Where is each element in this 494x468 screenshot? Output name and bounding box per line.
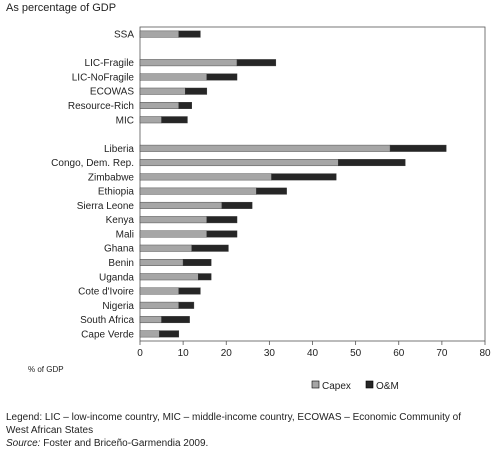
category-label-resource-rich: Resource-Rich: [68, 101, 134, 112]
category-label-lic-nofragile: LIC-NoFragile: [72, 72, 135, 83]
x-tick-label-40: 40: [307, 348, 319, 359]
bar-om-liberia: [389, 144, 447, 152]
category-label-cote-d-ivoire: Cote d'Ivoire: [78, 287, 134, 298]
bar-om-south-africa: [161, 316, 190, 324]
category-label-liberia: Liberia: [104, 144, 134, 155]
stacked-bar-chart: SSA LIC-Fragile LIC-NoFragile ECOWAS Resourc…: [28, 26, 491, 392]
category-label-kenya: Kenya: [106, 215, 135, 226]
bar-capex-mali: [139, 230, 208, 238]
bar-om-resource-rich: [178, 102, 192, 109]
category-labels: SSA LIC-Fragile LIC-NoFragile ECOWAS Resourc…: [51, 30, 134, 341]
bar-capex-ethiopia: [139, 187, 257, 195]
legend-om-swatch: [365, 380, 374, 389]
bar-capex-lic-fragile: [139, 59, 238, 67]
x-tick-label-80: 80: [479, 348, 491, 359]
bar-om-cape-verde: [159, 330, 180, 338]
x-tick-label-50: 50: [350, 348, 362, 359]
bar-capex-liberia: [139, 144, 391, 152]
bars-layer: [139, 30, 447, 338]
bar-capex-benin: [139, 259, 184, 266]
bar-om-kenya: [206, 216, 238, 224]
source-line: Source: Foster and Briceño-Garmendia 200…: [6, 437, 486, 450]
source-label: Source:: [6, 438, 41, 449]
bar-om-ssa: [178, 30, 201, 38]
bar-om-benin: [182, 259, 212, 266]
bar-capex-cape-verde: [139, 330, 160, 338]
bar-capex-nigeria: [139, 301, 180, 309]
bar-om-sierra-leone: [221, 201, 253, 209]
category-label-cape-verde: Cape Verde: [81, 329, 134, 340]
category-label-congo-dem-rep: Congo, Dem. Rep.: [51, 158, 134, 169]
category-label-nigeria: Nigeria: [102, 301, 134, 312]
x-axis-title: % of GDP: [28, 365, 64, 374]
category-label-mic: MIC: [116, 115, 134, 126]
bar-om-lic-fragile: [236, 59, 277, 67]
category-label-south-africa: South Africa: [80, 315, 134, 326]
bar-om-congo-dem-rep: [338, 159, 406, 167]
bar-om-mic: [161, 116, 188, 124]
bar-capex-mic: [139, 116, 162, 124]
category-label-uganda: Uganda: [99, 272, 134, 283]
figure-notes: Legend: LIC – low-income country, MIC – …: [6, 411, 486, 450]
bar-om-uganda: [198, 273, 212, 281]
category-label-lic-fragile: LIC-Fragile: [85, 58, 135, 69]
category-label-ghana: Ghana: [104, 244, 134, 255]
category-label-ssa: SSA: [114, 30, 134, 41]
x-tick-label-70: 70: [436, 348, 448, 359]
bar-om-ecowas: [185, 87, 208, 95]
category-label-benin: Benin: [108, 258, 134, 269]
category-label-ecowas: ECOWAS: [90, 87, 134, 98]
bar-om-ethiopia: [256, 187, 287, 195]
bar-om-lic-nofragile: [206, 73, 238, 81]
category-label-ethiopia: Ethiopia: [98, 187, 135, 198]
figure-title: As percentage of GDP: [6, 2, 117, 14]
bar-capex-ecowas: [139, 87, 186, 95]
x-tick-label-60: 60: [393, 348, 405, 359]
bar-capex-ghana: [139, 244, 192, 252]
bar-capex-congo-dem-rep: [139, 159, 339, 167]
legend-capex-swatch: [311, 380, 320, 389]
category-label-zimbabwe: Zimbabwe: [88, 172, 135, 183]
category-label-sierra-leone: Sierra Leone: [77, 201, 135, 212]
bar-capex-ssa: [139, 30, 180, 38]
bar-capex-sierra-leone: [139, 201, 223, 209]
bar-capex-lic-nofragile: [139, 73, 208, 81]
legend-om-label: O&M: [376, 381, 399, 392]
legend: Capex O&M: [311, 380, 399, 392]
bar-capex-cote-d-ivoire: [139, 287, 180, 295]
category-label-mali: Mali: [116, 229, 134, 240]
x-tick-label-0: 0: [137, 348, 143, 359]
legend-note: Legend: LIC – low-income country, MIC – …: [6, 412, 461, 436]
bar-om-mali: [206, 230, 238, 238]
bar-om-nigeria: [178, 301, 195, 309]
x-axis: 0 10 20 30 40 50 60 70 80: [137, 341, 491, 359]
bar-om-zimbabwe: [271, 173, 337, 181]
source-text: Foster and Briceño-Garmendia 2009.: [40, 438, 209, 449]
x-tick-label-30: 30: [264, 348, 276, 359]
legend-capex-label: Capex: [322, 381, 351, 392]
bar-om-cote-d-ivoire: [178, 287, 201, 295]
x-tick-label-20: 20: [221, 348, 233, 359]
bar-capex-zimbabwe: [139, 173, 272, 181]
x-tick-label-10: 10: [178, 348, 190, 359]
bar-om-ghana: [191, 244, 229, 252]
bar-capex-uganda: [139, 273, 199, 281]
bar-capex-kenya: [139, 216, 208, 224]
bar-capex-south-africa: [139, 316, 162, 324]
bar-capex-resource-rich: [139, 102, 180, 109]
